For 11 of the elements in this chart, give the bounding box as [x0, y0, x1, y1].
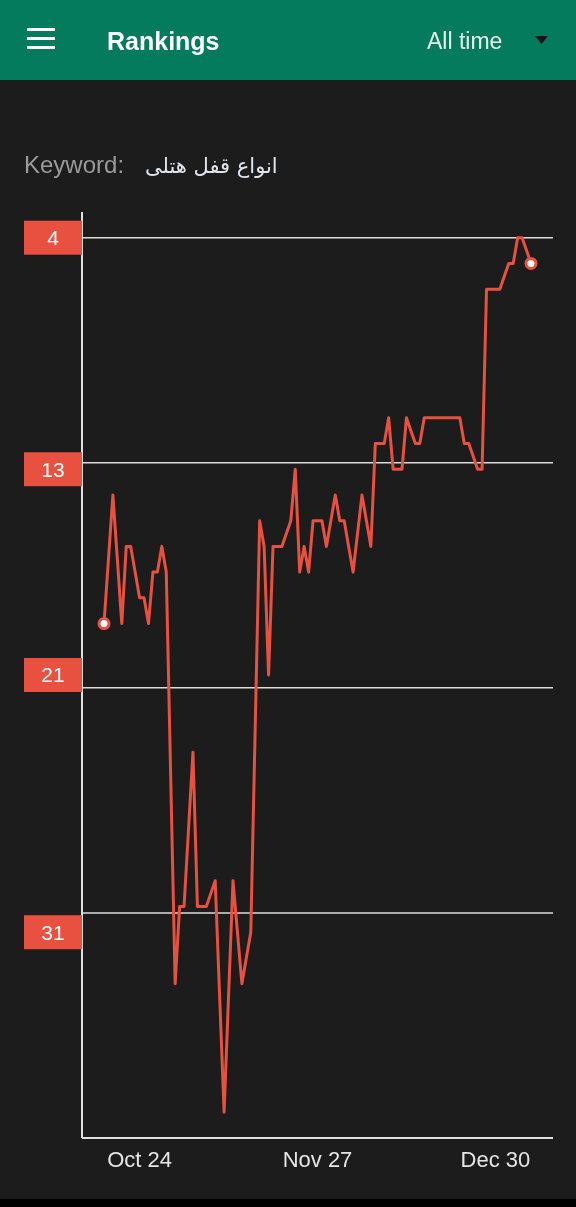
chart-title: Rankings	[107, 27, 220, 55]
text: انواع قفل هتلی	[145, 154, 278, 178]
text: Keyword:	[24, 151, 125, 178]
y-tick-label: 31	[41, 920, 65, 944]
y-tick-label: 13	[41, 457, 65, 481]
x-tick-label: Oct 24	[107, 1147, 172, 1172]
x-tick-label: Dec 30	[460, 1147, 531, 1172]
y-tick-label: 4	[47, 226, 60, 250]
x-tick-label: Nov 27	[282, 1147, 353, 1172]
y-tick-label: 21	[41, 663, 65, 687]
text: All time	[427, 28, 503, 54]
